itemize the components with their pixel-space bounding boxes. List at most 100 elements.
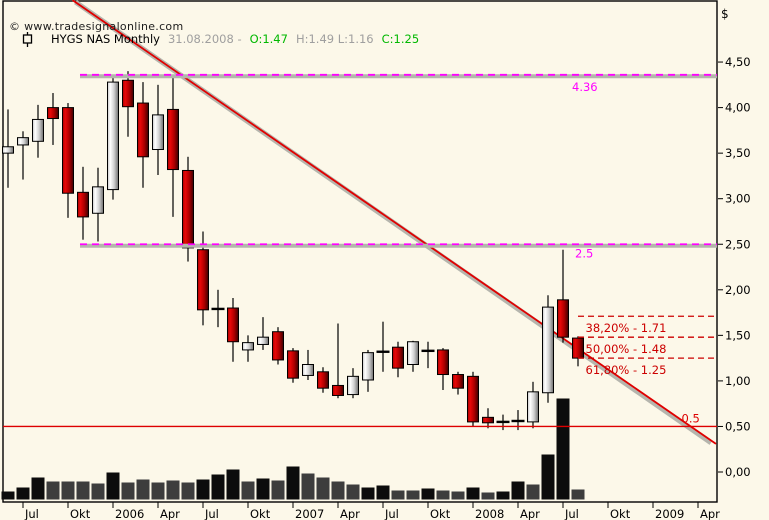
volume-bar <box>1 491 15 500</box>
candle-body <box>452 374 464 389</box>
x-tick-label: 2007 <box>295 507 324 520</box>
y-tick-label: 2,50 <box>725 237 751 251</box>
candle <box>542 295 554 403</box>
candle <box>242 335 254 362</box>
volume-bar <box>316 477 330 500</box>
plot-border <box>2 0 718 503</box>
x-tick-label: Okt <box>430 507 451 520</box>
candles <box>2 71 584 431</box>
candle-body <box>407 341 419 366</box>
x-tick-label: 2008 <box>475 507 504 520</box>
candle <box>62 103 74 218</box>
candle-body <box>62 107 74 194</box>
candle <box>437 348 449 391</box>
candle-body <box>317 371 329 389</box>
copyright: © www.tradesignalonline.com <box>9 20 184 33</box>
candle-body <box>557 299 569 338</box>
candle <box>77 166 89 240</box>
volume-bar <box>511 481 525 500</box>
volume-bar <box>121 482 135 500</box>
high-low-values: H:1.49 L:1.16 <box>295 32 374 46</box>
volume-bar <box>451 491 465 500</box>
x-tick-label: Okt <box>250 507 271 520</box>
candle-body <box>2 146 14 154</box>
candle <box>227 297 239 362</box>
candle <box>272 327 284 365</box>
candle <box>496 414 510 431</box>
candle <box>47 93 59 145</box>
candle-body <box>437 349 449 376</box>
fib-label: 61,80% - 1.25 <box>586 363 667 377</box>
x-tick-label: Okt <box>70 507 91 520</box>
candle-body <box>137 102 149 158</box>
close-value: C:1.25 <box>381 32 420 46</box>
candle <box>482 408 494 429</box>
candle-body <box>347 375 359 396</box>
y-tick-label: 0,00 <box>725 465 751 479</box>
candle <box>167 76 179 217</box>
hline-label: 2.5 <box>575 246 593 260</box>
candle-doji-bar <box>376 350 390 353</box>
volume-bar <box>31 477 45 500</box>
fib-label: 50,00% - 1.48 <box>586 342 667 356</box>
candle <box>152 84 164 176</box>
x-tick-label: Jul <box>384 507 399 520</box>
x-tick-label: Jul <box>564 507 579 520</box>
volume-bar <box>556 398 570 500</box>
x-tick-label: Apr <box>160 507 180 520</box>
candle <box>92 167 104 242</box>
candle-body <box>107 81 119 191</box>
y-tick-label: 4,00 <box>725 101 751 115</box>
candle <box>421 341 435 369</box>
volume-bar <box>76 481 90 500</box>
candle <box>211 289 225 328</box>
open-value: O:1.47 <box>249 32 288 46</box>
candle-body <box>482 416 494 424</box>
volume-bar <box>196 479 210 500</box>
candle-body <box>542 306 554 394</box>
candle <box>407 340 419 372</box>
candle-body <box>32 118 44 142</box>
volume-bar <box>481 492 495 500</box>
volume-bar <box>421 488 435 500</box>
volume-bar <box>526 484 540 500</box>
candle-body <box>47 107 59 120</box>
x-tick-label: Apr <box>340 507 360 520</box>
x-tick-label: Jul <box>204 507 219 520</box>
volume-bar <box>376 485 390 500</box>
candle-body <box>392 346 404 369</box>
volume-pane <box>1 398 585 500</box>
candle <box>392 341 404 378</box>
candle <box>557 249 569 343</box>
candle <box>332 323 344 399</box>
y-tick-label: 0,50 <box>725 419 751 433</box>
candle-body <box>257 336 269 345</box>
candle-body <box>122 79 134 108</box>
volume-bar <box>256 478 270 500</box>
volume-bar <box>16 487 30 500</box>
candle-body <box>152 114 164 151</box>
y-tick-label: 3,50 <box>725 146 751 160</box>
candle <box>376 321 390 372</box>
candle-doji-bar <box>421 349 435 353</box>
y-tick-label: 3,00 <box>725 192 751 206</box>
volume-bar <box>361 487 375 500</box>
candle-doji-bar <box>511 419 525 423</box>
x-tick-label: Apr <box>520 507 540 520</box>
volume-bar <box>46 481 60 500</box>
volume-bar <box>61 481 75 500</box>
y-tick-label: 4,50 <box>725 55 751 69</box>
candle <box>137 82 149 188</box>
fib-label: 38,20% - 1.71 <box>586 321 667 335</box>
candle <box>302 349 314 380</box>
volume-bar <box>241 481 255 500</box>
symbol-title: HYGS NAS Monthly <box>50 32 160 46</box>
y-tick-label: 1,50 <box>725 328 751 342</box>
volume-bar <box>466 487 480 500</box>
candle-body <box>242 342 254 351</box>
volume-bar <box>346 484 360 500</box>
candle-body <box>287 350 299 379</box>
y-axis: $4,50 4,00 3,50 3,00 2,50 2,00 1,50 1,00 0,50 0,0… <box>718 7 751 479</box>
